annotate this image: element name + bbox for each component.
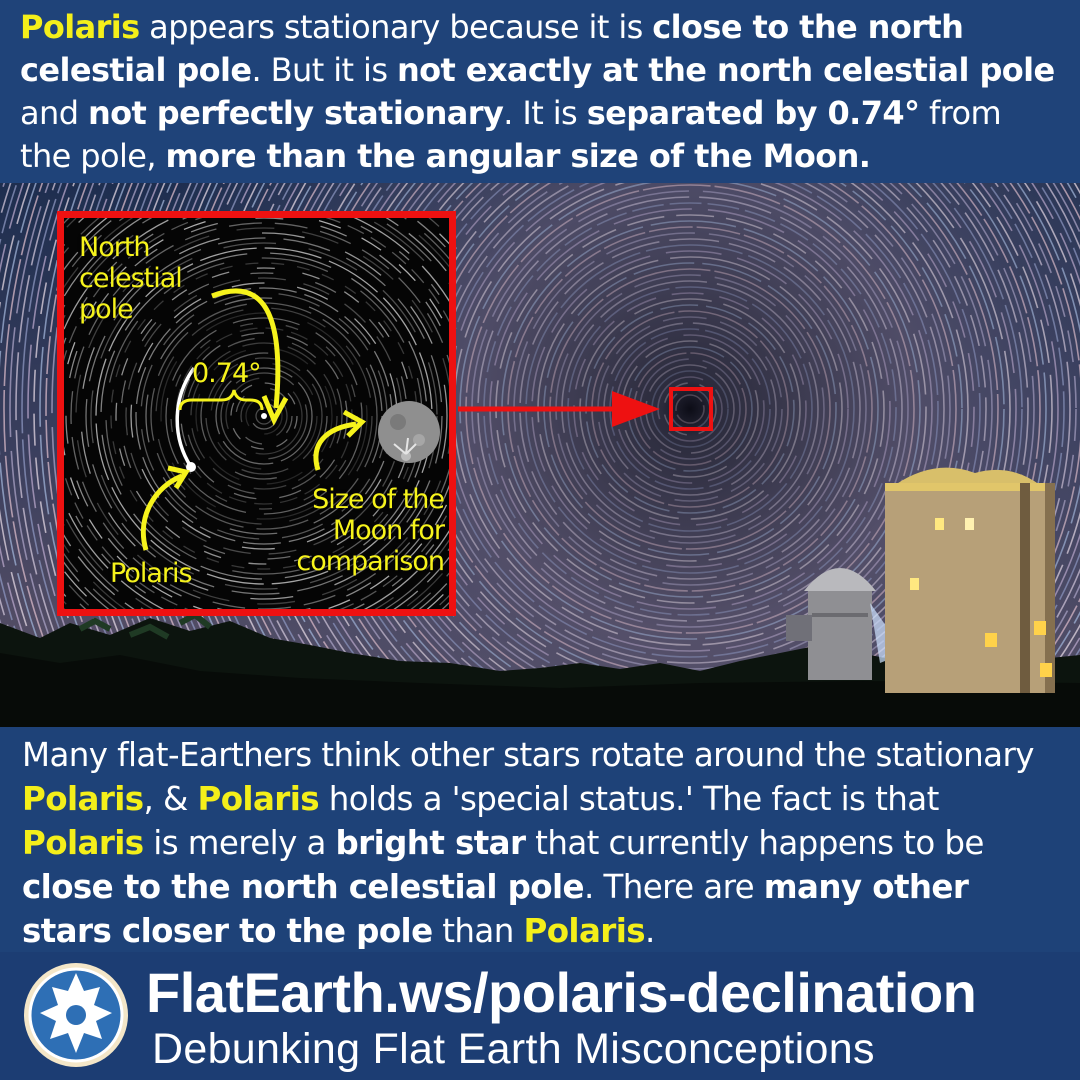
emphasis-text: not exactly at the north celestial pole (396, 51, 1055, 89)
emphasis-text: close to the north celestial pole (22, 868, 585, 906)
polaris-closeup-inset: North celestial pole 0.74° Polaris Size … (57, 211, 456, 616)
label-moon-comparison: Size of the Moon for comparison (296, 484, 445, 577)
star-trail (525, 244, 855, 574)
highlight-polaris: Polaris (523, 912, 646, 950)
highlight-polaris: Polaris (22, 780, 144, 818)
star-trail (21, 183, 104, 727)
star-trail (9, 183, 91, 727)
label-angle: 0.74° (192, 358, 262, 389)
polaris-location-marker (669, 387, 713, 431)
emphasis-text: not perfectly stationary (87, 94, 504, 132)
star-trail (651, 370, 729, 448)
angle-brace (178, 389, 264, 411)
star-trail (160, 312, 368, 520)
star-trail (170, 322, 358, 510)
star-trail (663, 382, 717, 436)
star-trail (477, 196, 903, 622)
body-text: and (20, 94, 88, 132)
star-trail (80, 232, 448, 600)
star-trail (185, 337, 343, 495)
star-trail (245, 397, 283, 435)
star-trail (519, 238, 861, 580)
star-trail (215, 367, 313, 465)
star-trail (230, 382, 298, 450)
star-trail (210, 362, 318, 470)
star-trail (165, 317, 363, 515)
body-text: , & (143, 780, 198, 818)
intro-paragraph: Polaris appears stationary because it is… (0, 0, 1080, 183)
emphasis-text: close to the north celestial pole (20, 8, 964, 89)
star-trail (155, 307, 373, 525)
curved-arrow-icon (211, 288, 281, 409)
label-north-celestial-pole: North celestial pole (79, 232, 183, 325)
star-trail (27, 183, 111, 727)
star-trail (85, 237, 443, 595)
explanation-paragraph: Many flat-Earthers think other stars rot… (0, 727, 1080, 952)
star-trail (597, 316, 783, 502)
flat-earth-globe-icon (22, 961, 130, 1069)
body-text: . But it is (251, 51, 397, 89)
star-trail (531, 250, 849, 568)
star-trail (3, 183, 84, 727)
polaris-trail (175, 366, 196, 468)
label-polaris: Polaris (110, 558, 193, 589)
body-text: is merely a (143, 824, 336, 862)
observatory-small-dome (786, 568, 905, 680)
star-trail (200, 352, 328, 480)
star-trail (190, 342, 338, 490)
footer-banner (0, 952, 1080, 1080)
emphasis-text: separated by 0.74° (586, 94, 920, 132)
body-text: Many flat-Earthers think other stars rot… (22, 736, 1034, 774)
curved-arrow-icon (140, 473, 183, 551)
highlight-polaris: Polaris (197, 780, 320, 818)
star-trail (65, 218, 449, 609)
observatory-tower (885, 467, 1055, 693)
star-trail (90, 242, 438, 590)
star-trail (145, 297, 383, 535)
footer-url-link[interactable]: FlatEarth.ws/polaris-declination (146, 961, 977, 1024)
highlight-polaris: Polaris (20, 8, 140, 46)
star-trail (225, 377, 303, 455)
celestial-pole-point (261, 413, 267, 419)
emphasis-text: many other stars closer to the pole (22, 868, 969, 950)
star-trail (205, 357, 323, 475)
star-trail (15, 183, 97, 727)
body-text: that currently happens to be (525, 824, 984, 862)
star-trail (220, 372, 308, 460)
body-text: . It is (503, 94, 587, 132)
body-text: appears stationary because it is (139, 8, 653, 46)
star-trail (70, 222, 449, 609)
body-text: from the pole, (20, 94, 1002, 175)
star-trail (195, 347, 333, 485)
emphasis-text: bright star (335, 824, 527, 862)
highlight-polaris: Polaris (22, 824, 144, 862)
emphasis-text: more than the angular size of the Moon. (165, 137, 871, 175)
star-trail (51, 183, 138, 727)
footer-tagline: Debunking Flat Earth Misconceptions (152, 1025, 875, 1073)
polaris-star (186, 462, 196, 472)
star-trail (675, 394, 705, 424)
body-text: holds a 'special status.' The fact is th… (319, 780, 940, 818)
body-text: . There are (584, 868, 764, 906)
star-trail (235, 387, 293, 445)
body-text: than (432, 912, 524, 950)
curved-arrow-icon (313, 421, 357, 471)
star-trail (39, 183, 125, 727)
moon-icon (378, 401, 440, 463)
star-trail (75, 227, 449, 605)
star-trail (240, 392, 288, 440)
star-trail (45, 183, 131, 727)
body-text: . (645, 912, 655, 950)
arrow-head-icon (612, 391, 660, 427)
